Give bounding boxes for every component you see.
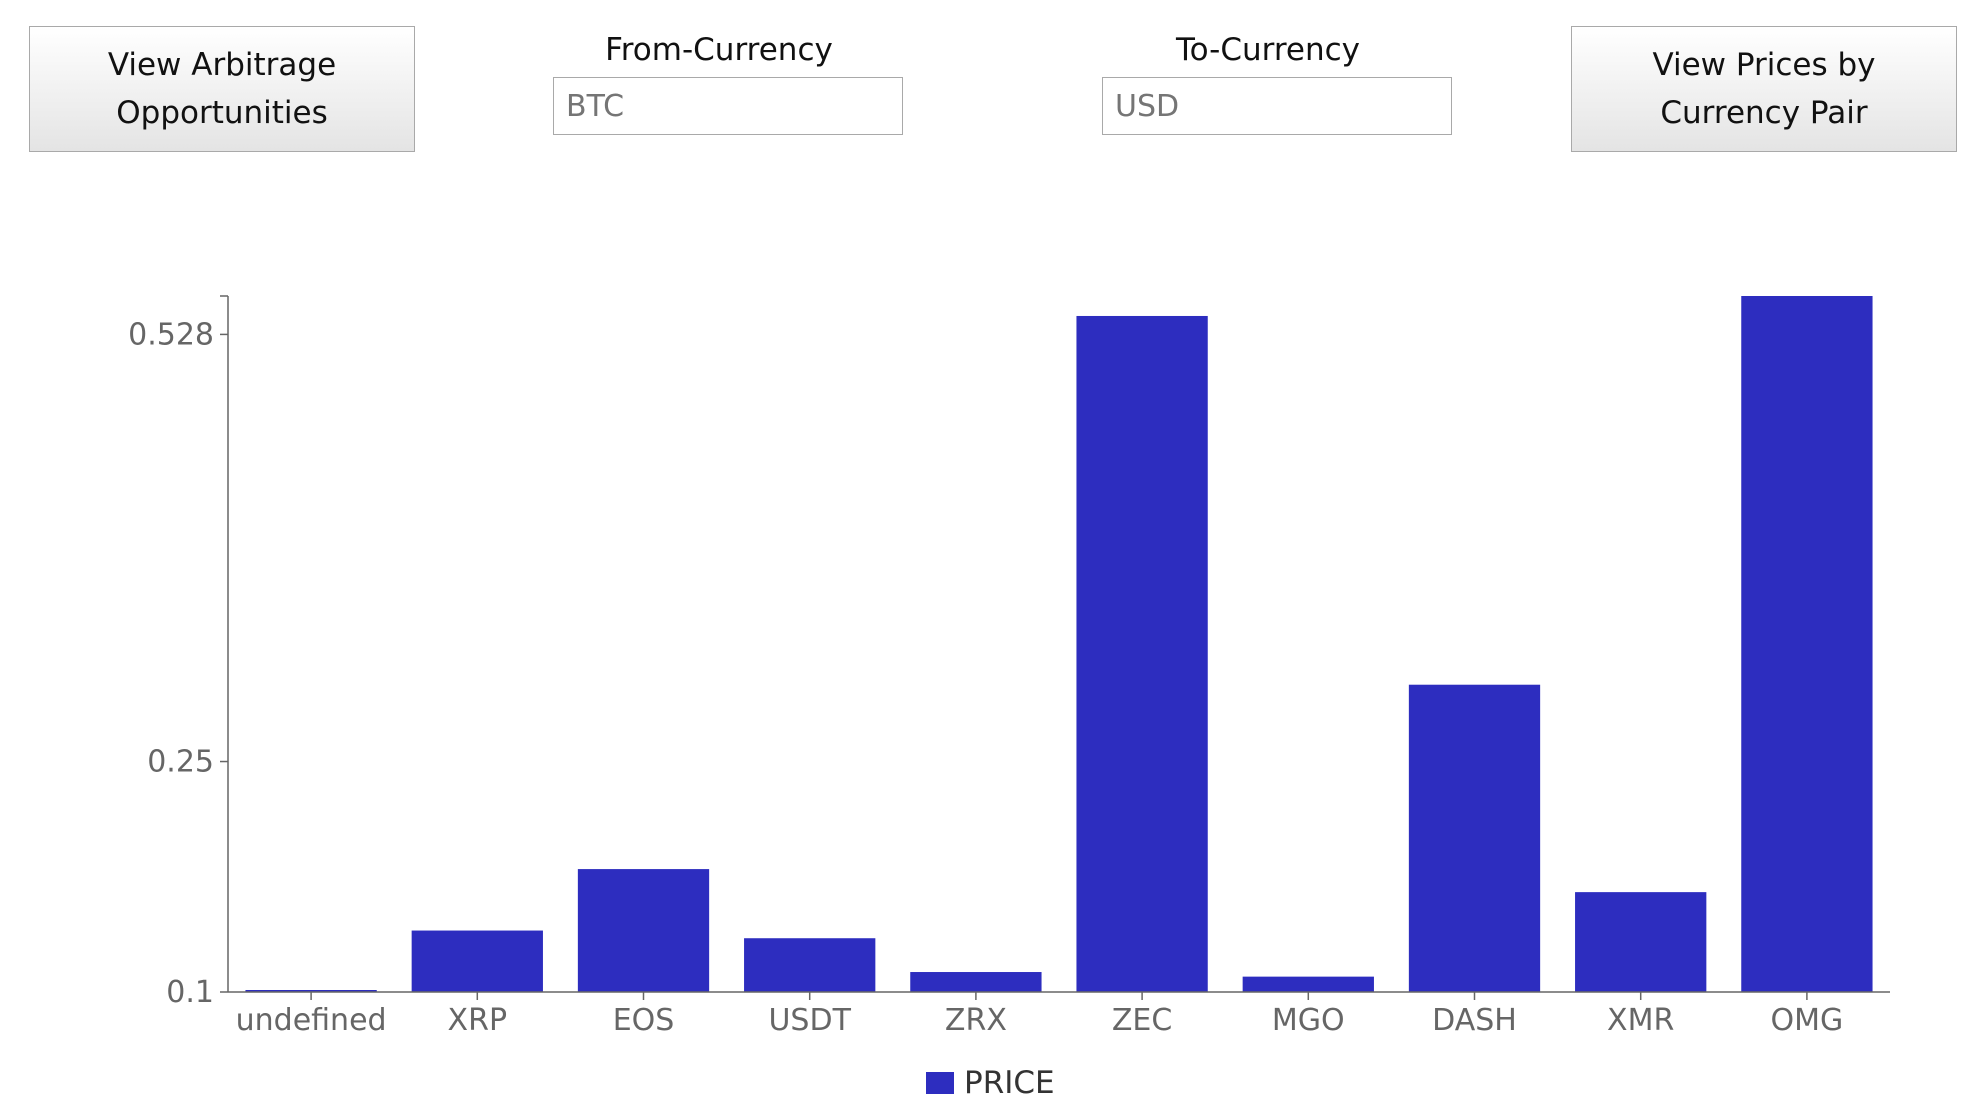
x-tick-label: EOS — [613, 1003, 675, 1038]
axes-group: undefined XRP EOS USDT ZRX ZEC MGO DASH XMR OMG 0.… — [128, 295, 1890, 1038]
x-tick-label: undefined — [236, 1003, 387, 1038]
x-tick-label: XMR — [1607, 1003, 1674, 1038]
bars-group — [245, 296, 1873, 992]
bar-mgo — [1242, 976, 1374, 992]
x-tick-label: MGO — [1272, 1003, 1345, 1038]
view-arbitrage-opportunities-label: View Arbitrage Opportunities — [107, 47, 337, 131]
bar-omg — [1741, 296, 1873, 992]
bar-xmr — [1575, 892, 1707, 992]
bar-xrp — [411, 930, 543, 992]
bar-usdt — [744, 938, 876, 992]
bar-undefined — [245, 990, 377, 992]
legend-label: PRICE — [964, 1065, 1055, 1100]
to-currency-input[interactable] — [1102, 77, 1452, 135]
bar-eos — [577, 869, 710, 992]
view-prices-by-currency-pair-label: View Prices by Currency Pair — [1652, 47, 1876, 131]
x-tick-label: ZEC — [1112, 1003, 1172, 1038]
from-currency-input[interactable] — [553, 77, 903, 135]
x-tick-label: USDT — [768, 1003, 851, 1038]
view-arbitrage-opportunities-button[interactable]: View Arbitrage Opportunities — [29, 26, 415, 152]
from-currency-label: From-Currency — [605, 32, 833, 68]
bar-zrx — [910, 972, 1042, 992]
y-tick-label: 0.25 — [147, 745, 214, 780]
y-tick-label: 0.1 — [166, 975, 214, 1010]
to-currency-label: To-Currency — [1175, 32, 1361, 68]
x-tick-label: DASH — [1432, 1003, 1517, 1038]
bar-dash — [1408, 684, 1541, 992]
bar-zec — [1076, 315, 1208, 992]
legend-swatch — [926, 1072, 954, 1094]
x-tick-label: XRP — [448, 1003, 508, 1038]
x-tick-label: OMG — [1771, 1003, 1844, 1038]
x-tick-label: ZRX — [945, 1003, 1007, 1038]
y-tick-label: 0.528 — [128, 317, 214, 352]
view-prices-by-currency-pair-button[interactable]: View Prices by Currency Pair — [1571, 26, 1957, 152]
legend: PRICE — [926, 1065, 1055, 1100]
